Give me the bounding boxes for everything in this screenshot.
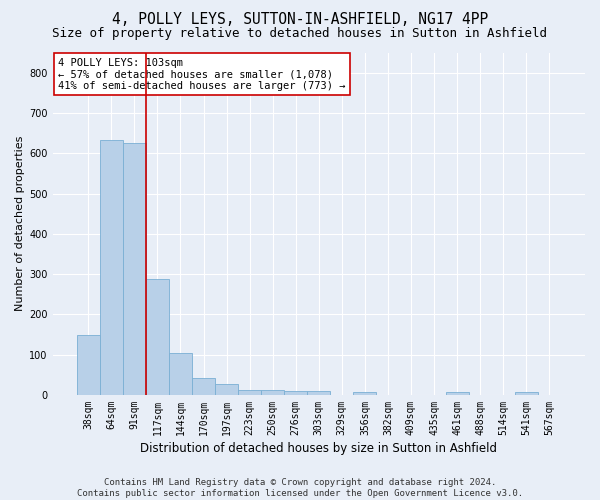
X-axis label: Distribution of detached houses by size in Sutton in Ashfield: Distribution of detached houses by size … <box>140 442 497 455</box>
Bar <box>284 391 307 395</box>
Bar <box>77 336 100 395</box>
Bar <box>169 354 192 395</box>
Bar <box>353 392 376 395</box>
Bar <box>238 390 261 395</box>
Bar <box>192 378 215 395</box>
Text: 4, POLLY LEYS, SUTTON-IN-ASHFIELD, NG17 4PP: 4, POLLY LEYS, SUTTON-IN-ASHFIELD, NG17 … <box>112 12 488 28</box>
Y-axis label: Number of detached properties: Number of detached properties <box>15 136 25 312</box>
Bar <box>446 392 469 395</box>
Bar <box>146 280 169 395</box>
Bar <box>261 390 284 395</box>
Bar <box>215 384 238 395</box>
Bar <box>515 392 538 395</box>
Bar <box>100 140 123 395</box>
Bar <box>307 391 330 395</box>
Text: 4 POLLY LEYS: 103sqm
← 57% of detached houses are smaller (1,078)
41% of semi-de: 4 POLLY LEYS: 103sqm ← 57% of detached h… <box>58 58 346 91</box>
Text: Contains HM Land Registry data © Crown copyright and database right 2024.
Contai: Contains HM Land Registry data © Crown c… <box>77 478 523 498</box>
Text: Size of property relative to detached houses in Sutton in Ashfield: Size of property relative to detached ho… <box>53 28 548 40</box>
Bar <box>123 143 146 395</box>
